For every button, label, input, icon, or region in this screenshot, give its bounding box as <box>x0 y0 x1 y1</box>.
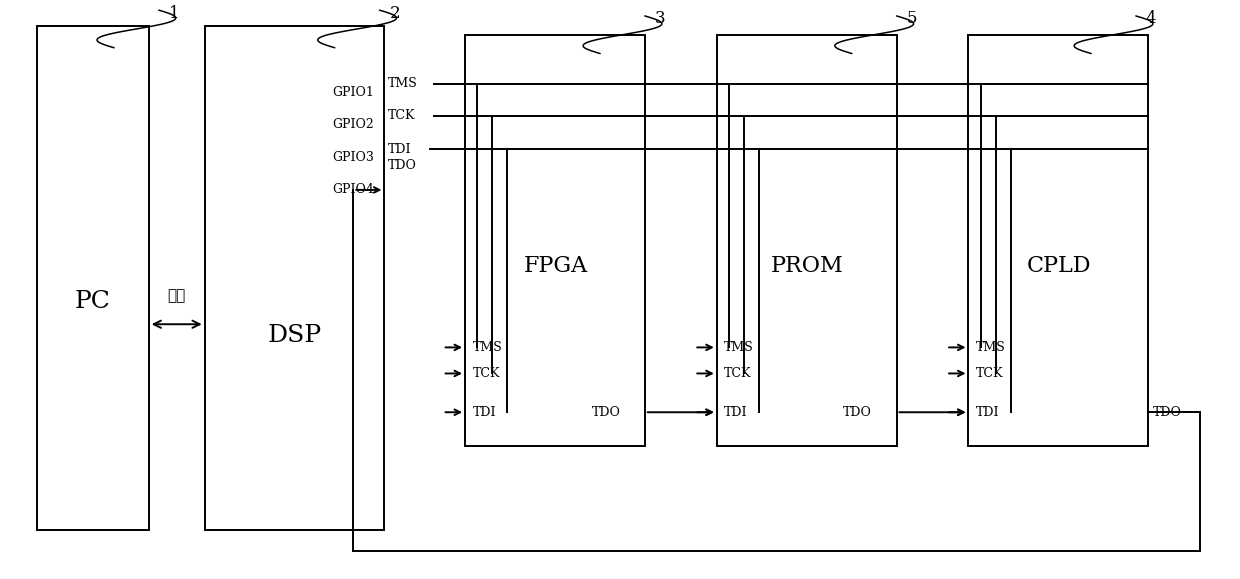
Text: DSP: DSP <box>268 324 322 347</box>
Text: CPLD: CPLD <box>1027 255 1091 277</box>
Text: TMS: TMS <box>472 341 502 354</box>
Text: TDI: TDI <box>388 143 412 156</box>
Text: 1: 1 <box>169 5 180 21</box>
Text: TMS: TMS <box>724 341 754 354</box>
Text: TDI: TDI <box>472 406 496 419</box>
Bar <box>205 26 384 530</box>
Text: TCK: TCK <box>472 367 500 380</box>
Text: GPIO4: GPIO4 <box>332 184 374 196</box>
Text: PC: PC <box>76 290 110 313</box>
Text: PROM: PROM <box>771 255 843 277</box>
Text: TDO: TDO <box>591 406 620 419</box>
Text: GPIO3: GPIO3 <box>332 151 374 164</box>
Text: TCK: TCK <box>724 367 751 380</box>
Text: 3: 3 <box>655 10 666 27</box>
Text: TDI: TDI <box>976 406 999 419</box>
Text: 通信: 通信 <box>167 288 186 303</box>
Bar <box>37 26 149 530</box>
Bar <box>717 35 897 446</box>
Text: 2: 2 <box>389 5 401 21</box>
Text: GPIO2: GPIO2 <box>332 118 374 131</box>
Text: FPGA: FPGA <box>523 255 588 277</box>
Text: 5: 5 <box>906 10 916 27</box>
Text: TDO: TDO <box>843 406 872 419</box>
Text: TDO: TDO <box>1153 406 1182 419</box>
Text: TMS: TMS <box>388 78 418 90</box>
Bar <box>968 35 1148 446</box>
Text: GPIO1: GPIO1 <box>332 86 374 99</box>
Text: TCK: TCK <box>976 367 1003 380</box>
Text: TCK: TCK <box>388 109 415 122</box>
Text: TDI: TDI <box>724 406 748 419</box>
Text: TDO: TDO <box>388 159 417 171</box>
Bar <box>465 35 645 446</box>
Text: TMS: TMS <box>976 341 1006 354</box>
Text: 4: 4 <box>1146 10 1157 27</box>
